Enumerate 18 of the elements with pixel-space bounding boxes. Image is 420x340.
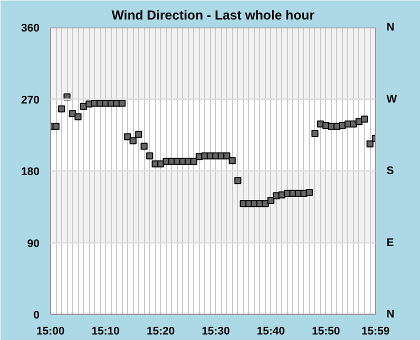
y-tick-label: 360: [21, 22, 40, 34]
ref-line-label: N: [386, 22, 394, 34]
x-tick-label: 15:10: [92, 326, 120, 338]
y-tick-label: 0: [33, 310, 40, 322]
ref-line-label: N: [386, 308, 394, 320]
ref-line-label: W: [386, 93, 398, 106]
x-tick-label: 15:50: [312, 326, 340, 338]
x-tick-label: 15:30: [202, 326, 230, 338]
x-tick-label: 15:00: [36, 326, 65, 338]
x-tick-label: 15:20: [146, 326, 175, 338]
ref-line-label: S: [386, 165, 394, 177]
y-tick-label: 270: [21, 94, 40, 106]
x-tick-label: 15:40: [256, 326, 285, 338]
chart-title: Wind Direction - Last whole hour: [112, 8, 314, 22]
y-tick-label: 180: [21, 166, 40, 178]
y-tick-label: 90: [27, 238, 40, 250]
x-tick-label: 15:59: [361, 326, 390, 338]
ref-line-label: E: [386, 236, 394, 249]
